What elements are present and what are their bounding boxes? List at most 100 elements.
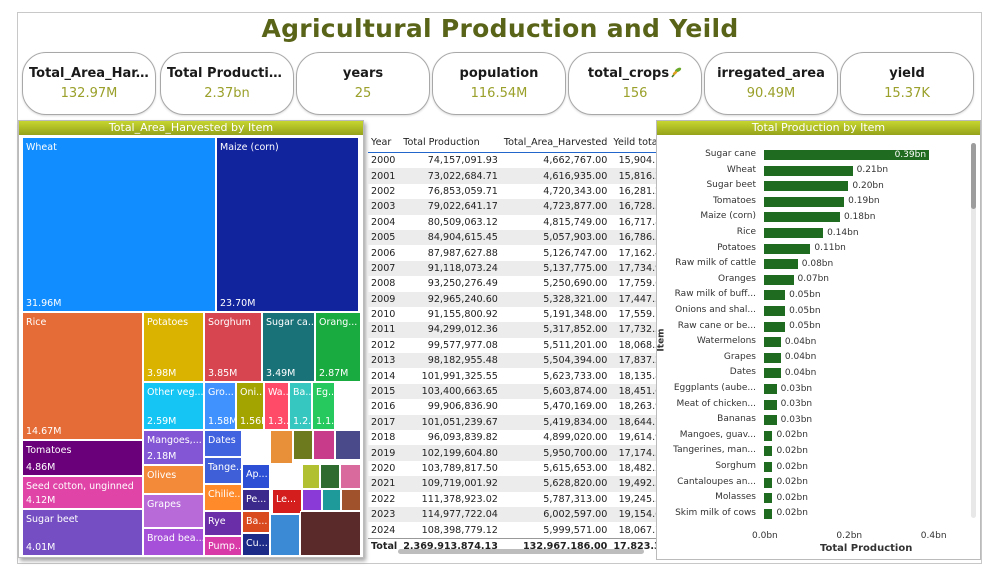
kpi-card-population[interactable]: population 116.54M <box>432 52 566 115</box>
treemap-cell-small[interactable] <box>293 430 313 460</box>
bar[interactable] <box>764 384 777 394</box>
treemap-cell[interactable]: Cu... <box>242 533 270 556</box>
treemap-cell-small[interactable] <box>340 464 361 489</box>
bar-category-label: Raw milk of cattle <box>675 258 756 269</box>
treemap-cell[interactable]: Sugar beet 4.01M <box>22 509 143 556</box>
kpi-card-total-production[interactable]: Total Production 2.37bn <box>160 52 294 115</box>
bar[interactable] <box>764 290 786 301</box>
treemap-cell-label: Other veg... <box>147 387 204 398</box>
treemap-cell-small[interactable] <box>302 489 322 511</box>
treemap-cell[interactable]: Sorghum 3.85M <box>204 312 262 382</box>
treemap-cell[interactable]: Pump... <box>204 536 242 556</box>
treemap-cell[interactable]: Tomatoes 4.86M <box>22 440 143 476</box>
bar[interactable] <box>764 493 773 504</box>
treemap-cell-small[interactable] <box>313 430 335 460</box>
bar[interactable] <box>764 446 773 457</box>
treemap-cell[interactable]: Grapes <box>143 494 204 528</box>
bar[interactable] <box>764 165 853 176</box>
treemap-cell-small[interactable] <box>302 464 320 489</box>
bar-chart-panel: Total Production by Item <box>656 120 981 560</box>
bar[interactable] <box>764 306 786 316</box>
bar[interactable] <box>764 321 786 332</box>
bar[interactable] <box>764 415 777 426</box>
kpi-card-years[interactable]: years 25 <box>296 52 430 115</box>
chart-vertical-scrollbar[interactable] <box>971 143 976 518</box>
column-header-year[interactable]: Year <box>368 132 401 153</box>
treemap-cell[interactable]: Ap... <box>242 464 270 489</box>
kpi-card-irrigated-area[interactable]: irregated_area 90.49M <box>704 52 838 115</box>
treemap-cell-small[interactable] <box>300 511 361 556</box>
column-header-yield-total[interactable]: Yeild total <box>610 132 671 153</box>
treemap-cell-value: 1.58M <box>208 416 236 427</box>
treemap-cell[interactable]: Dates <box>204 430 242 457</box>
treemap-cell-label: Rye <box>208 516 226 527</box>
treemap-cell[interactable]: Broad bea... <box>143 528 204 556</box>
treemap-cell[interactable]: Ba... 1.2... <box>289 382 312 430</box>
treemap-cell[interactable]: Oni... 1.56M <box>236 382 264 430</box>
treemap-cell[interactable]: Chilie... <box>204 484 242 511</box>
treemap-cell[interactable]: Mangoes,... 2.18M <box>143 430 204 465</box>
cell-year: 2009 <box>368 291 401 307</box>
treemap-cell[interactable]: Olives <box>143 465 204 494</box>
cell-total-production: 101,051,239.67 <box>400 414 501 431</box>
cell-total-production: 101,991,325.55 <box>421 370 498 382</box>
treemap-cell[interactable]: Eg... 1.1... <box>312 382 335 430</box>
kpi-card-total-area[interactable]: Total_Area_Har... 132.97M <box>22 52 156 115</box>
bar[interactable] <box>764 228 824 238</box>
bar[interactable] <box>764 259 798 270</box>
treemap-cell-small[interactable] <box>322 489 341 511</box>
bar[interactable] <box>764 181 849 192</box>
bar[interactable] <box>764 368 781 379</box>
treemap-cell[interactable]: Maize (corn) 23.70M <box>216 137 359 312</box>
treemap-cell-label: Olives <box>147 470 177 481</box>
treemap-cell[interactable]: Potatoes 3.98M <box>143 312 204 382</box>
bar-data-label: 0.02bn <box>776 445 808 456</box>
cell-year: 2002 <box>371 185 396 197</box>
bar[interactable] <box>764 399 777 410</box>
treemap-cell-small[interactable] <box>335 430 361 460</box>
treemap-cell[interactable]: Tange... <box>204 457 242 484</box>
treemap-cell[interactable]: Orang... 2.87M <box>315 312 361 382</box>
kpi-card-yield[interactable]: yield 15.37K <box>840 52 974 115</box>
bar[interactable] <box>764 274 794 285</box>
table-horizontal-scrollbar[interactable] <box>398 549 644 554</box>
treemap-cell[interactable]: Other veg... 2.59M <box>143 382 204 430</box>
cell-area-harvested: 5,470,169.00 <box>543 401 608 413</box>
treemap-cell[interactable]: Wa... 1.3... <box>264 382 289 430</box>
treemap-cell-small[interactable] <box>320 464 340 489</box>
cell-yield: 17,559.18 <box>618 309 668 321</box>
bar[interactable] <box>764 462 773 472</box>
bar[interactable] <box>764 508 773 519</box>
bar[interactable] <box>764 243 811 254</box>
scrollbar-thumb[interactable] <box>971 143 976 209</box>
bar[interactable] <box>764 212 840 223</box>
treemap-cell[interactable]: Pe... <box>242 489 270 511</box>
treemap-cell[interactable]: Seed cotton, unginned 4.12M <box>22 476 143 509</box>
treemap-cell[interactable]: Sugar ca... 3.49M <box>262 312 315 382</box>
treemap-cell-small[interactable] <box>341 489 361 511</box>
cell-year: 2008 <box>371 278 396 290</box>
column-header-total-production[interactable]: Total Production <box>400 132 501 153</box>
bar[interactable] <box>764 477 773 488</box>
treemap-cell[interactable]: Wheat 31.96M <box>22 137 216 312</box>
kpi-value: 156 <box>622 86 648 101</box>
bar[interactable] <box>764 430 773 441</box>
cell-area-harvested: 4,899,020.00 <box>543 432 608 444</box>
treemap-cell[interactable]: Rice 14.67M <box>22 312 143 440</box>
treemap-cell-small[interactable] <box>270 514 300 556</box>
cell-area-harvested: 4,616,935.00 <box>500 168 611 184</box>
bar[interactable] <box>764 337 781 348</box>
treemap-cell[interactable]: Rye <box>204 511 242 536</box>
treemap-cell[interactable]: Le... <box>272 489 302 514</box>
treemap-cell[interactable]: Gro... 1.58M <box>204 382 236 430</box>
cell-area-harvested: 5,057,903.00 <box>500 229 611 246</box>
bar-data-label: 0.03bn <box>780 414 813 425</box>
bar[interactable] <box>764 352 781 363</box>
treemap-cell-small[interactable] <box>270 430 293 464</box>
bar[interactable] <box>764 150 929 160</box>
treemap-cell-label: Potatoes <box>147 317 189 328</box>
column-header-area-harvested[interactable]: Total_Area_Harvested <box>500 132 611 153</box>
bar[interactable] <box>764 196 845 207</box>
kpi-card-total-crops[interactable]: total_crops 156 <box>568 52 702 115</box>
treemap-cell[interactable]: Ba... <box>242 511 270 533</box>
